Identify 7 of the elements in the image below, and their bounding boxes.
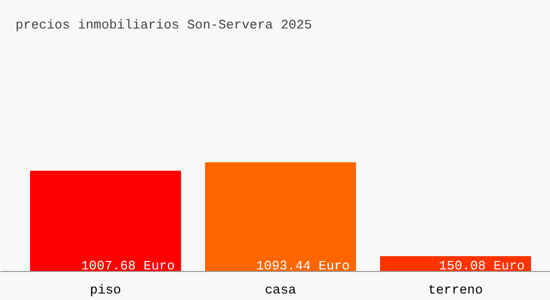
data-label: 150.08 Euro [438, 258, 525, 274]
x-tick-label: piso [90, 282, 122, 298]
x-tick-label: casa [264, 282, 296, 298]
data-label: 1093.44 Euro [256, 258, 350, 274]
x-tick-label: terreno [428, 282, 483, 298]
data-label: 1007.68 Euro [81, 258, 175, 274]
chart-title: precios inmobiliarios Son-Servera 2025 [16, 18, 312, 32]
